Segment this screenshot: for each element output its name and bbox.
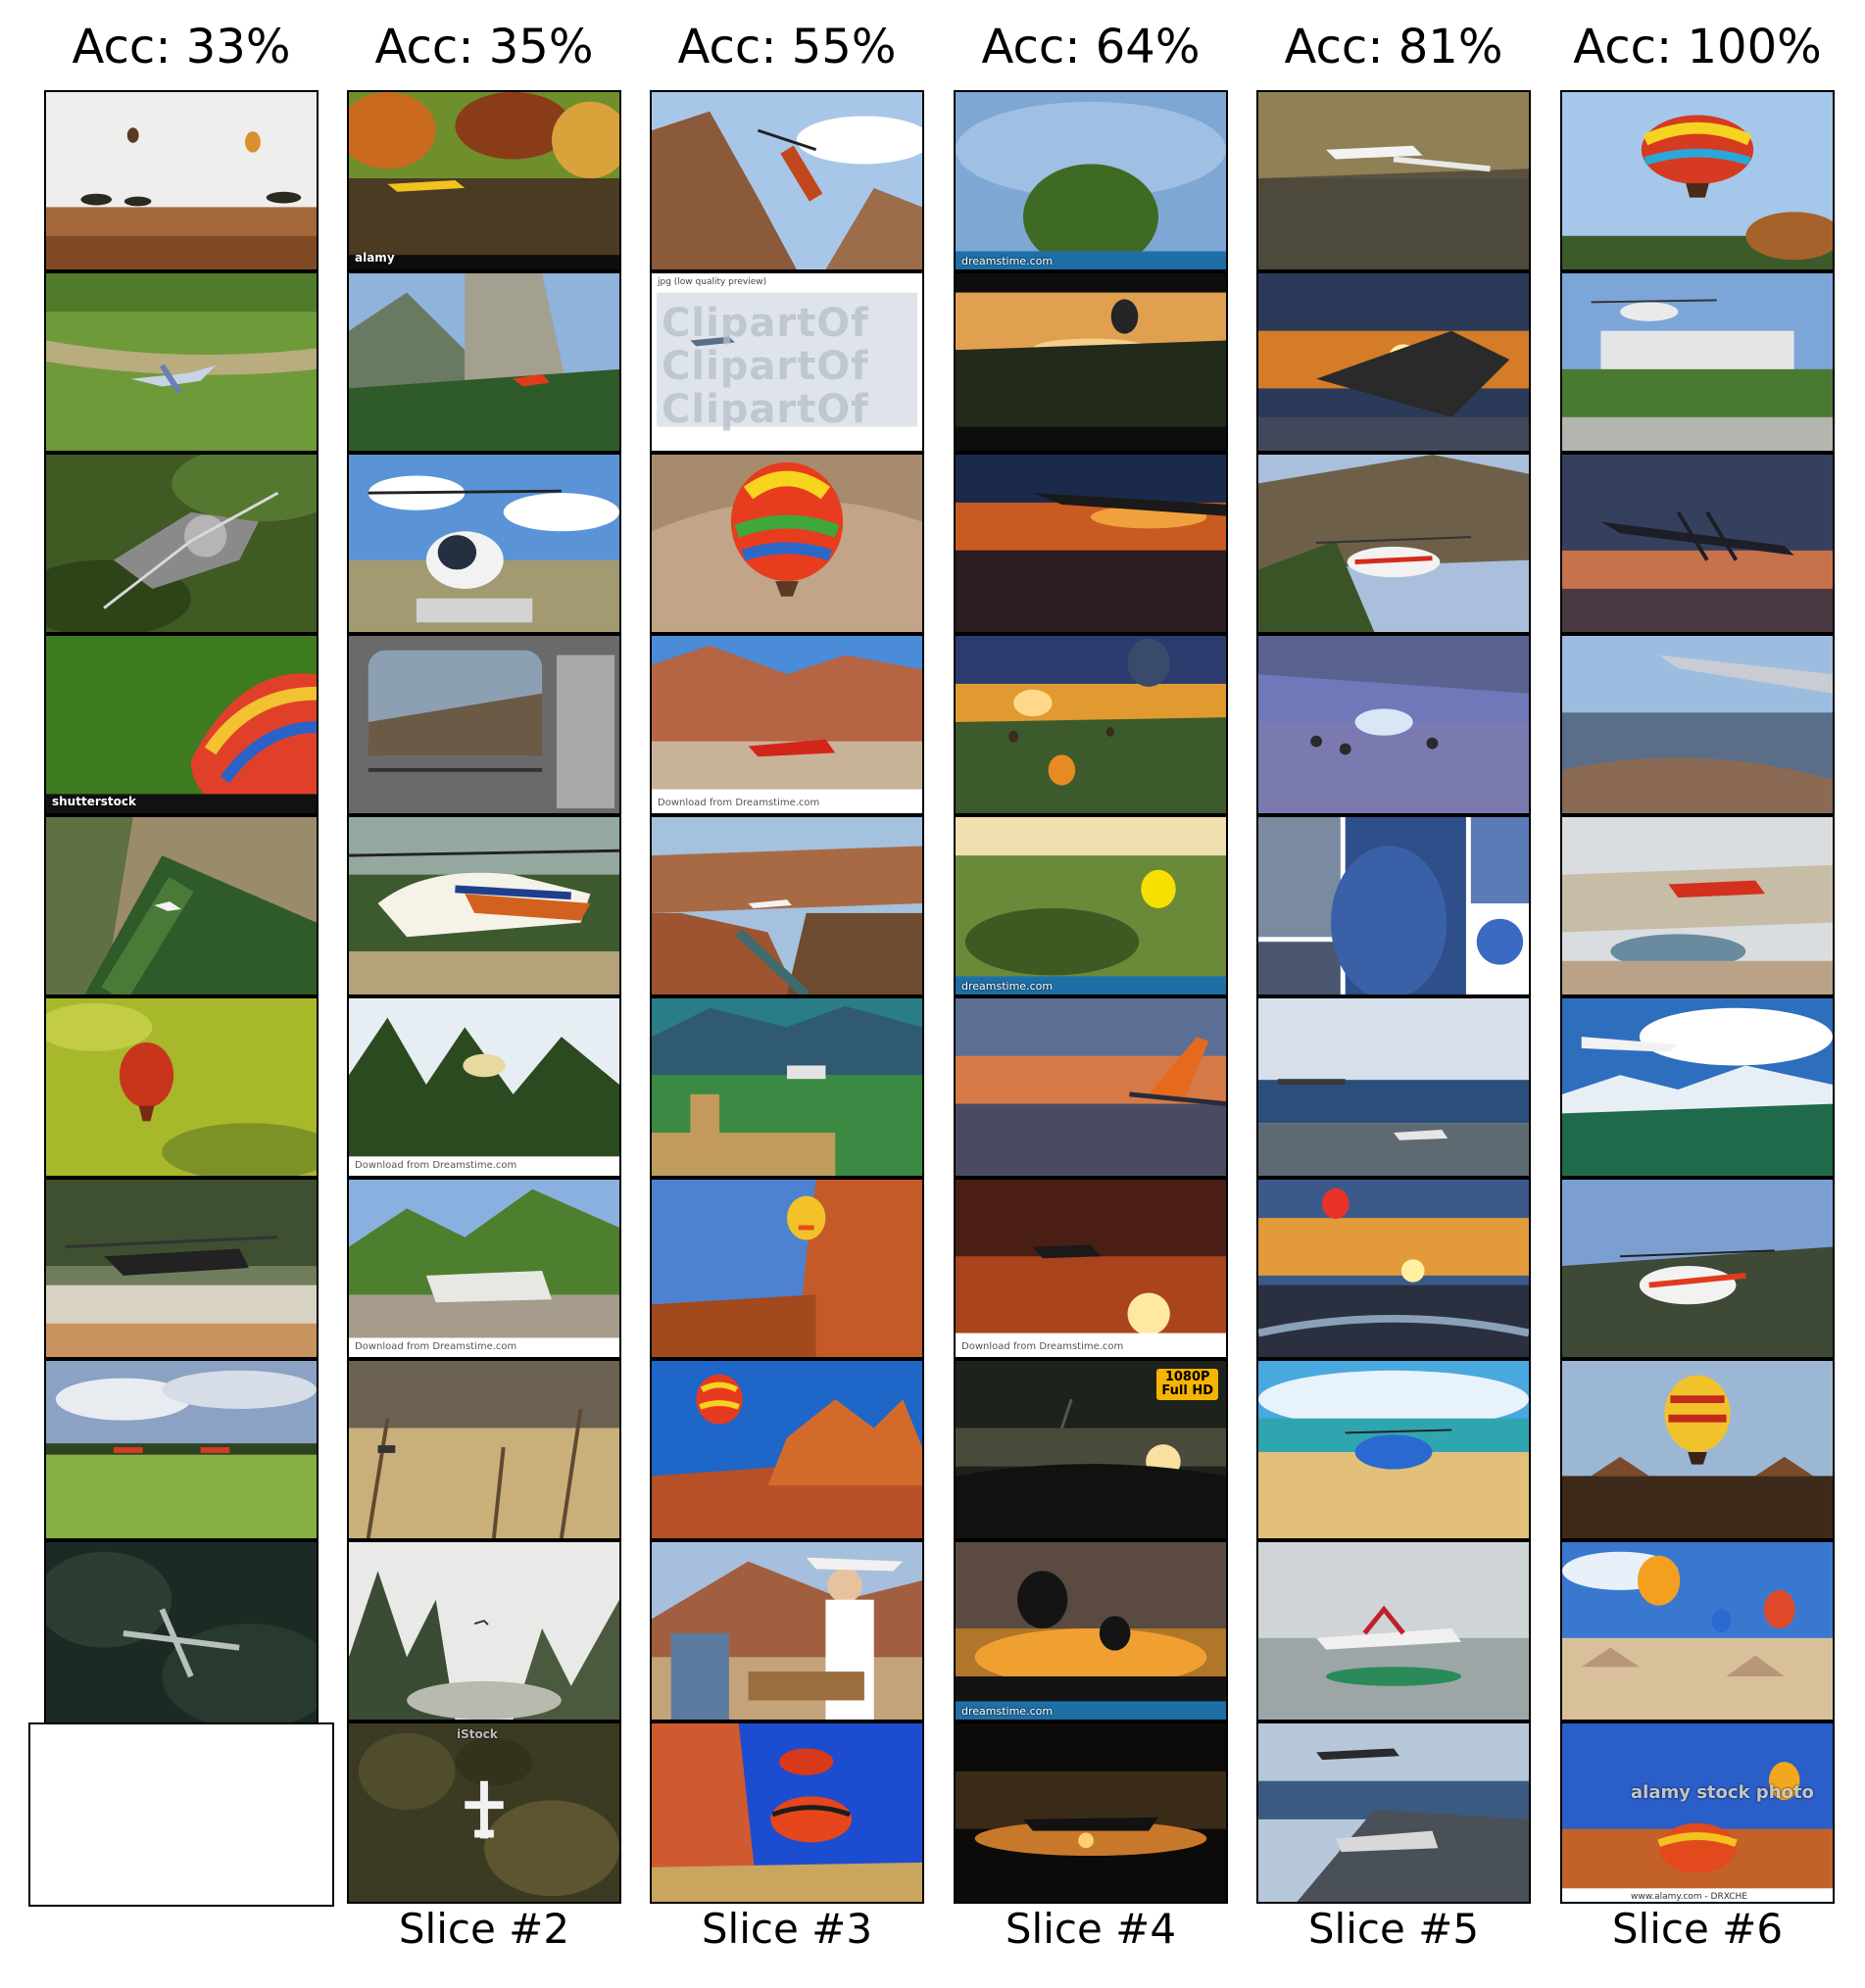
image-cell xyxy=(1560,815,1835,996)
image-cell xyxy=(44,1178,319,1359)
image-cell: Download from Dreamstime.com xyxy=(347,1178,621,1359)
image-cell xyxy=(1256,1359,1531,1540)
column-title-4: Acc: 64% xyxy=(981,20,1201,74)
image-cell xyxy=(650,453,924,634)
slice-label-3: Slice #3 xyxy=(701,1905,873,1953)
image-cell xyxy=(44,996,319,1178)
image-cell xyxy=(44,271,319,453)
image-cell xyxy=(347,634,621,815)
dreamstime-watermark: dreamstime.com xyxy=(956,1703,1226,1720)
column-title-6: Acc: 100% xyxy=(1573,20,1822,74)
column-title-2: Acc: 35% xyxy=(374,20,594,74)
image-cell xyxy=(1256,815,1531,996)
image-cell xyxy=(1560,1359,1835,1540)
image-cell xyxy=(954,271,1228,453)
alamy-url-watermark: www.alamy.com - DRXCHE xyxy=(1631,1892,1747,1902)
image-cell xyxy=(650,1540,924,1721)
slice-label-6: Slice #6 xyxy=(1611,1905,1784,1953)
image-cell xyxy=(650,1721,924,1904)
dreamstime-watermark: dreamstime.com xyxy=(956,253,1226,269)
image-cell xyxy=(1560,90,1835,271)
slice-label-2: Slice #2 xyxy=(398,1905,570,1953)
image-cell xyxy=(1560,1178,1835,1359)
image-cell xyxy=(650,90,924,271)
hd-badge: 1080P Full HD xyxy=(1156,1369,1218,1400)
image-cell xyxy=(44,815,319,996)
slice-label-5: Slice #5 xyxy=(1307,1905,1480,1953)
image-cell xyxy=(954,634,1228,815)
dreamstime-download-watermark: Download from Dreamstime.com xyxy=(658,798,820,808)
image-cell xyxy=(1256,996,1531,1178)
image-cell xyxy=(1560,1540,1835,1721)
clipart-watermark-3: ClipartOf xyxy=(662,387,869,432)
image-cell: Download from Dreamstime.com xyxy=(650,634,924,815)
alamy-watermark: alamy xyxy=(355,251,395,265)
image-cell xyxy=(954,996,1228,1178)
image-cell: dreamstime.com xyxy=(954,1540,1228,1721)
image-cell: iStock xyxy=(347,1721,621,1904)
image-cell: Download from Dreamstime.com xyxy=(347,996,621,1178)
image-cell: shutterstock xyxy=(44,634,319,815)
image-cell xyxy=(650,815,924,996)
clipart-watermark-1: ClipartOf xyxy=(662,301,869,346)
image-cell xyxy=(1256,1178,1531,1359)
image-cell xyxy=(1560,634,1835,815)
image-cell xyxy=(347,1359,621,1540)
image-cell: jpg (low quality preview) ClipartOf Clip… xyxy=(650,271,924,453)
image-cell xyxy=(1560,453,1835,634)
image-cell: alamy xyxy=(347,90,621,271)
image-cell: 1080P Full HD xyxy=(954,1359,1228,1540)
dreamstime-watermark: dreamstime.com xyxy=(956,978,1226,994)
dreamstime-download-watermark: Download from Dreamstime.com xyxy=(355,1160,517,1171)
column-title-1: Acc: 33% xyxy=(72,20,291,74)
image-cell xyxy=(650,1359,924,1540)
image-cell: alamy stock photo www.alamy.com - DRXCHE xyxy=(1560,1721,1835,1904)
dreamstime-download-watermark: Download from Dreamstime.com xyxy=(961,1341,1124,1352)
image-cell xyxy=(1560,271,1835,453)
column-title-3: Acc: 55% xyxy=(677,20,897,74)
column-title-5: Acc: 81% xyxy=(1284,20,1503,74)
image-cell xyxy=(44,1540,319,1726)
dreamstime-download-watermark: Download from Dreamstime.com xyxy=(355,1341,517,1352)
image-cell xyxy=(1256,1721,1531,1904)
clipart-preview-text: jpg (low quality preview) xyxy=(658,277,767,287)
slice-label-4: Slice #4 xyxy=(1005,1905,1177,1953)
istock-watermark: iStock xyxy=(457,1727,498,1741)
hd-badge-line-1: 1080P xyxy=(1164,1370,1210,1384)
image-cell xyxy=(44,90,319,271)
image-cell xyxy=(1256,634,1531,815)
image-cell xyxy=(954,1721,1228,1904)
image-cell xyxy=(347,453,621,634)
image-cell xyxy=(44,453,319,634)
image-cell: dreamstime.com xyxy=(954,815,1228,996)
image-cell xyxy=(1256,90,1531,271)
hd-badge-line-2: Full HD xyxy=(1161,1383,1213,1398)
image-cell xyxy=(347,815,621,996)
image-cell: dreamstime.com xyxy=(954,90,1228,271)
image-cell xyxy=(650,996,924,1178)
empty-placeholder-box xyxy=(28,1722,334,1907)
image-cell xyxy=(347,1540,621,1721)
clipart-watermark-2: ClipartOf xyxy=(662,344,869,389)
alamy-stock-watermark: alamy stock photo xyxy=(1631,1782,1814,1803)
shutterstock-watermark: shutterstock xyxy=(52,795,136,808)
image-cell xyxy=(650,1178,924,1359)
image-cell: Download from Dreamstime.com xyxy=(954,1178,1228,1359)
image-cell xyxy=(1256,271,1531,453)
image-cell xyxy=(44,1359,319,1540)
image-cell xyxy=(954,453,1228,634)
image-cell xyxy=(1256,1540,1531,1721)
image-cell xyxy=(1256,453,1531,634)
image-cell xyxy=(347,271,621,453)
image-cell xyxy=(1560,996,1835,1178)
